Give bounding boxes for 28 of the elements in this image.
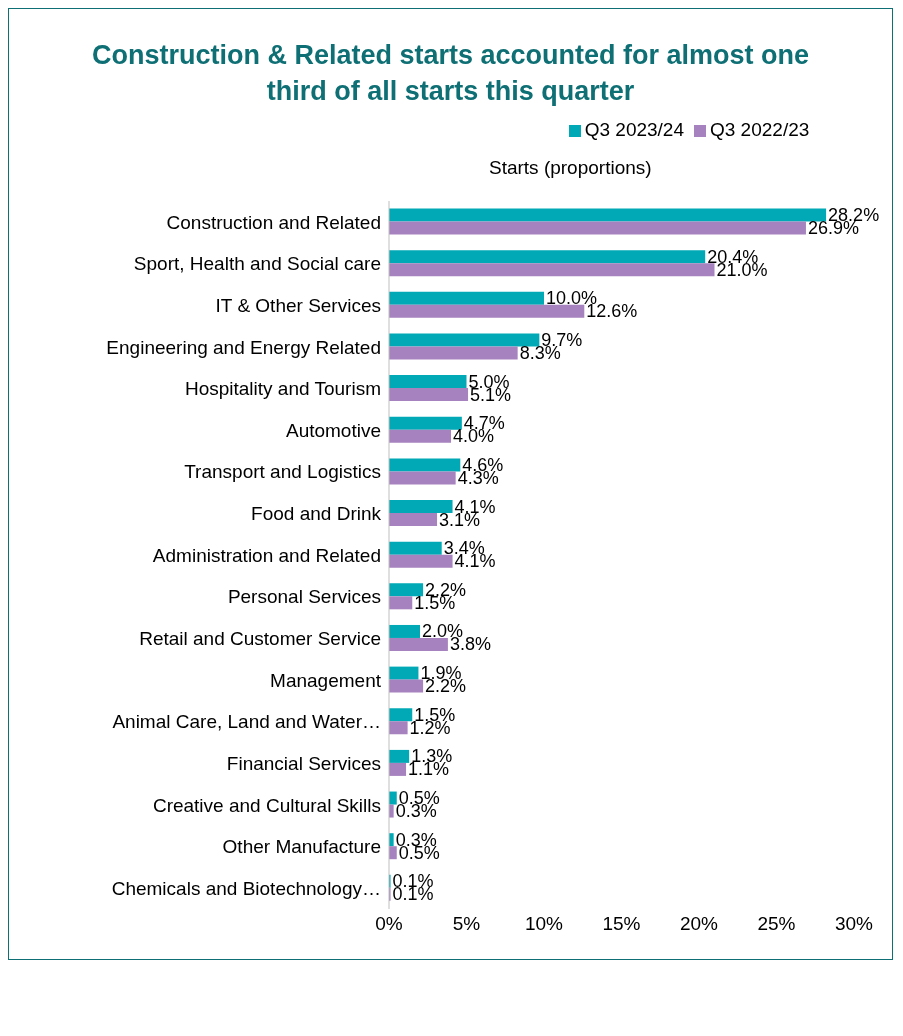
y-tick-label: Administration and Related	[152, 544, 381, 566]
x-tick-label: 30%	[834, 913, 874, 935]
y-tick-label: IT & Other Services	[215, 294, 381, 316]
y-tick-label: Hospitality and Tourism	[184, 378, 381, 400]
x-tick-label: 20%	[679, 913, 719, 935]
y-tick-label: Management	[270, 669, 382, 691]
x-tick-label: 5%	[452, 913, 481, 935]
x-tick-label: 15%	[602, 913, 641, 935]
y-tick-label: Retail and Customer Service	[139, 628, 381, 650]
y-tick-label: Financial Services	[226, 752, 381, 774]
x-tick-label: 0%	[375, 913, 403, 935]
legend-label: Q3 2023/24	[584, 119, 684, 140]
y-tick-label: Automotive	[285, 419, 381, 441]
y-tick-label: Engineering and Energy Related	[106, 336, 381, 358]
chart-title: Construction & Related starts accounted for almost one third of all starts this quarter	[90, 39, 811, 108]
y-tick-label: Construction and Related	[166, 211, 381, 233]
y-tick-label: Animal Care, Land and Water…	[112, 711, 381, 733]
y-tick-label: Food and Drink	[251, 503, 382, 525]
x-tick-label: 10%	[524, 913, 564, 935]
y-tick-label: Personal Services	[227, 586, 381, 608]
y-tick-label: Sport, Health and Social care	[133, 253, 381, 275]
y-tick-label: Transport and Logistics	[184, 461, 381, 483]
x-axis-title: Starts (proportions)	[489, 157, 652, 179]
x-tick-label: 25%	[757, 913, 796, 935]
y-tick-label: Creative and Cultural Skills	[152, 794, 381, 816]
y-tick-label: Other Manufacture	[222, 836, 381, 858]
y-tick-label: Chemicals and Biotechnology…	[111, 877, 381, 899]
legend-label: Q3 2022/23	[710, 119, 810, 140]
